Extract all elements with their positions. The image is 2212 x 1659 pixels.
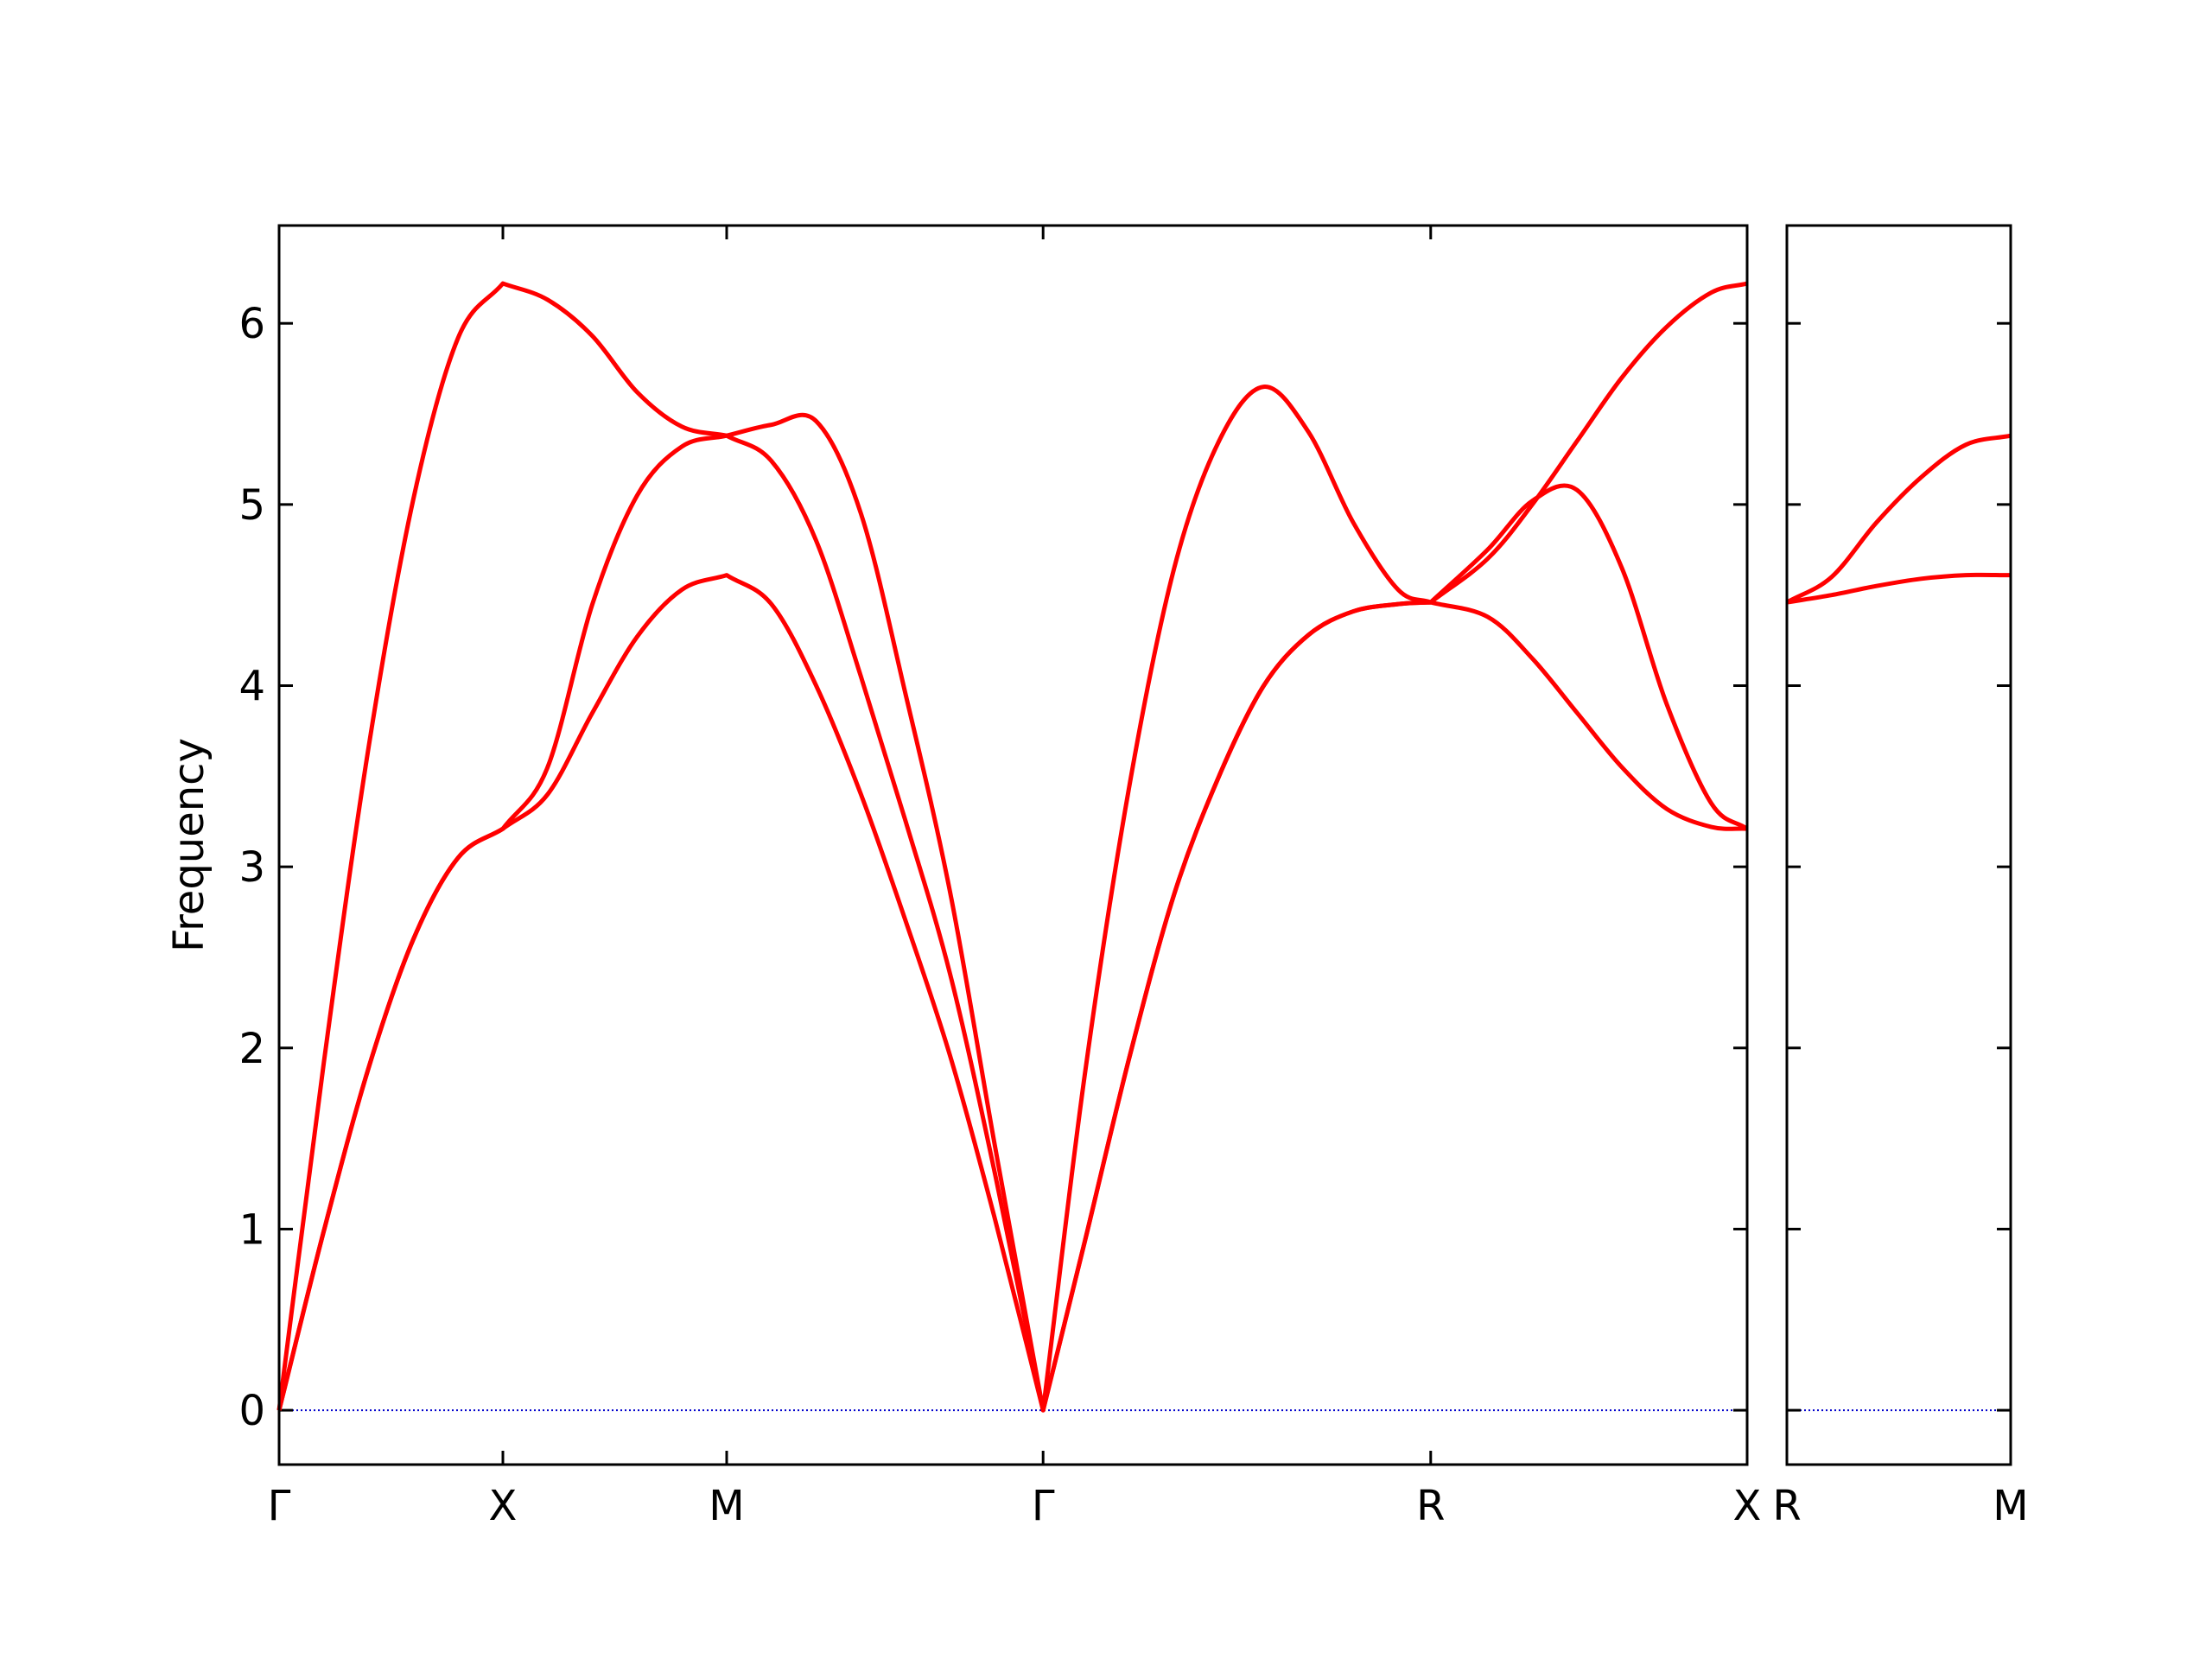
band-line: [276, 573, 1748, 1413]
y-axis-label: Frequency: [165, 738, 213, 952]
x-tick-label: M: [709, 1482, 744, 1530]
y-tick-label: 5: [238, 481, 265, 530]
x-tick-label: X: [489, 1482, 518, 1530]
x-tick-label: R: [1772, 1482, 1801, 1530]
x-tick-label: R: [1416, 1482, 1445, 1530]
band-line: [1785, 433, 2012, 605]
y-tick-label: 2: [238, 1025, 265, 1073]
y-tick-label: 6: [238, 300, 265, 348]
band-line: [1786, 572, 2012, 605]
y-tick-label: 3: [238, 843, 265, 892]
band-line: [276, 433, 1749, 1413]
y-tick-label: 0: [238, 1387, 265, 1435]
plot-frame: [1785, 224, 2012, 1466]
band-line: [276, 281, 1748, 1413]
x-tick-label: X: [1733, 1482, 1762, 1530]
y-tick-label: 1: [238, 1205, 265, 1254]
y-tick-label: 4: [238, 663, 265, 711]
plot-frame: [277, 224, 1749, 1466]
x-tick-label: Γ: [1032, 1482, 1055, 1530]
x-tick-label: Γ: [268, 1482, 291, 1530]
x-tick-label: M: [1993, 1482, 2028, 1530]
